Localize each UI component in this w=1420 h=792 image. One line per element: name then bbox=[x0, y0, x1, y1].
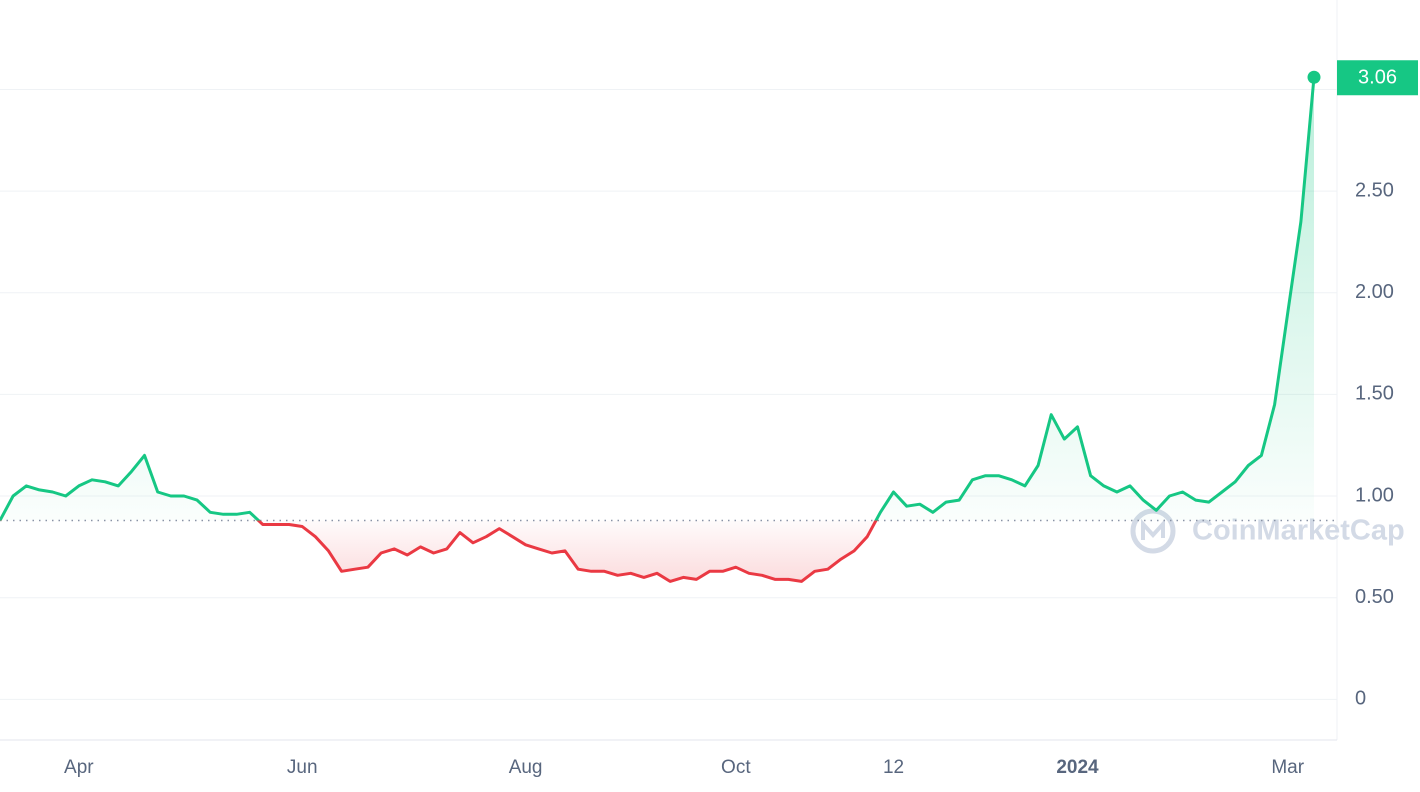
area-down bbox=[0, 520, 1314, 582]
y-tick-label: 2.00 bbox=[1355, 281, 1394, 303]
x-tick-label: 2024 bbox=[1056, 757, 1099, 778]
x-tick-label: 12 bbox=[883, 757, 904, 778]
x-tick-label: Oct bbox=[721, 757, 751, 778]
price-line-down bbox=[0, 520, 878, 583]
x-tick-label: Jun bbox=[287, 757, 318, 778]
last-price-label: 3.06 bbox=[1358, 67, 1397, 89]
watermark-logo-mark bbox=[1141, 518, 1165, 540]
last-price-box bbox=[1337, 60, 1418, 96]
x-tick-label: Mar bbox=[1271, 757, 1304, 778]
x-tick-label: Apr bbox=[64, 757, 94, 778]
x-tick-label: Aug bbox=[509, 757, 543, 778]
y-tick-label: 1.00 bbox=[1355, 484, 1394, 506]
last-point bbox=[1307, 70, 1321, 84]
area-up bbox=[0, 77, 1314, 521]
y-tick-label: 2.50 bbox=[1355, 179, 1394, 201]
y-tick-label: 0 bbox=[1355, 688, 1366, 710]
y-tick-label: 1.50 bbox=[1355, 383, 1394, 405]
y-tick-label: 0.50 bbox=[1355, 586, 1394, 608]
price-line-up bbox=[0, 77, 1316, 521]
